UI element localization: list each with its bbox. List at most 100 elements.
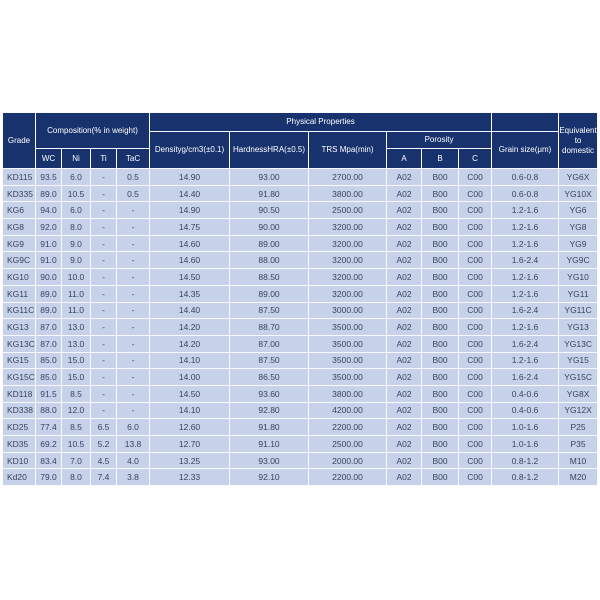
data-cell: 14.75 xyxy=(149,218,231,236)
data-cell: 6.0 xyxy=(61,201,91,220)
data-cell: 13.0 xyxy=(61,318,91,336)
data-cell: 10.0 xyxy=(61,268,91,286)
data-cell: 1.2-1.6 xyxy=(491,234,560,253)
data-cell: 7.4 xyxy=(90,468,117,487)
data-cell: C00 xyxy=(458,251,493,270)
data-cell: 14.10 xyxy=(149,401,231,420)
data-cell: - xyxy=(115,384,151,403)
table-header: Grade Composition(% in weight) Physical … xyxy=(2,112,599,169)
data-cell: A02 xyxy=(386,234,423,253)
data-cell: YG9 xyxy=(558,234,599,253)
data-cell: C00 xyxy=(458,184,493,203)
data-cell: 93.60 xyxy=(229,384,310,403)
data-cell: M10 xyxy=(558,451,599,470)
data-cell: - xyxy=(90,351,117,370)
data-cell: C00 xyxy=(458,451,493,470)
table-row: KG10 90.0 10.0- -14.50 88.50 3200.00 A02 B00 C00… xyxy=(2,268,599,286)
data-cell: 14.00 xyxy=(149,368,231,386)
data-cell: B00 xyxy=(421,234,460,253)
data-cell: C00 xyxy=(458,268,493,286)
header-ti: Ti xyxy=(90,148,117,169)
header-hardness: HardnessHRA(±0.5) xyxy=(229,131,310,169)
header-equivalent: Equivalent to domestic xyxy=(558,112,599,169)
data-cell: 14.40 xyxy=(149,184,231,203)
data-cell: 88.00 xyxy=(229,251,310,270)
data-cell: B00 xyxy=(421,184,460,203)
data-cell: C00 xyxy=(458,301,493,320)
data-cell: 91.0 xyxy=(35,234,62,253)
table-row: KG11 89.0 11.0- -14.35 89.00 3200.00 A02 B00 C00… xyxy=(2,284,599,303)
grade-cell: KG8 xyxy=(2,218,36,236)
data-cell: 89.0 xyxy=(35,301,62,320)
data-cell: - xyxy=(90,384,117,403)
data-cell: 91.5 xyxy=(35,384,62,403)
data-cell: M20 xyxy=(558,468,599,487)
data-cell: C00 xyxy=(458,234,493,253)
grade-cell: KG9 xyxy=(2,234,36,253)
data-cell: 2500.00 xyxy=(308,435,388,453)
data-cell: - xyxy=(90,218,117,236)
data-cell: B00 xyxy=(421,334,460,353)
data-cell: 2200.00 xyxy=(308,468,388,487)
data-cell: B00 xyxy=(421,435,460,453)
data-cell: B00 xyxy=(421,284,460,303)
data-cell: 13.0 xyxy=(61,334,91,353)
data-cell: - xyxy=(115,368,151,386)
table-body: KD115 93.5 6.0-0.5 14.90 93.00 2700.00 A02 B00 C… xyxy=(2,168,599,487)
data-cell: P35 xyxy=(558,435,599,453)
data-cell: 12.33 xyxy=(149,468,231,487)
table-row: KG13C 87.0 13.0- -14.20 87.00 3500.00 A02 B00 C0… xyxy=(2,334,599,353)
data-cell: 0.5 xyxy=(115,168,151,186)
grade-cell: KD25 xyxy=(2,418,36,436)
data-cell: C00 xyxy=(458,201,493,220)
table-row: KD35 69.2 10.5 5.2 13.8 12.70 91.10 2500.00 A02 B… xyxy=(2,435,599,453)
data-cell: 92.10 xyxy=(229,468,310,487)
data-cell: B00 xyxy=(421,384,460,403)
data-cell: - xyxy=(115,334,151,353)
grade-cell: KD338 xyxy=(2,401,36,420)
data-cell: A02 xyxy=(386,268,423,286)
data-cell: 3500.00 xyxy=(308,351,388,370)
data-cell: 5.2 xyxy=(90,435,117,453)
data-cell: 1.2-1.6 xyxy=(491,218,560,236)
header-trs: TRS Mpa(min) xyxy=(308,131,388,169)
data-cell: 1.2-1.6 xyxy=(491,318,560,336)
data-cell: 2700.00 xyxy=(308,168,388,186)
data-cell: 1.6-2.4 xyxy=(491,301,560,320)
data-cell: A02 xyxy=(386,368,423,386)
header-density: Densityg/cm3(±0.1) xyxy=(149,131,231,169)
data-cell: A02 xyxy=(386,218,423,236)
data-cell: 89.00 xyxy=(229,284,310,303)
data-cell: - xyxy=(115,351,151,370)
data-cell: - xyxy=(90,168,117,186)
data-cell: YG10X xyxy=(558,184,599,203)
data-cell: 3200.00 xyxy=(308,251,388,270)
data-cell: 90.50 xyxy=(229,201,310,220)
data-cell: - xyxy=(90,268,117,286)
data-cell: YG8 xyxy=(558,218,599,236)
data-cell: 14.90 xyxy=(149,201,231,220)
data-cell: A02 xyxy=(386,301,423,320)
data-cell: 2000.00 xyxy=(308,451,388,470)
data-cell: 3500.00 xyxy=(308,318,388,336)
data-cell: B00 xyxy=(421,251,460,270)
data-cell: 1.6-2.4 xyxy=(491,368,560,386)
data-cell: 93.00 xyxy=(229,451,310,470)
data-cell: 14.90 xyxy=(149,168,231,186)
data-cell: 87.50 xyxy=(229,301,310,320)
data-cell: 4200.00 xyxy=(308,401,388,420)
header-row-1: Grade Composition(% in weight) Physical … xyxy=(2,112,599,169)
data-cell: - xyxy=(90,251,117,270)
data-cell: 8.0 xyxy=(61,468,91,487)
data-cell: 90.0 xyxy=(35,268,62,286)
data-cell: - xyxy=(115,284,151,303)
grade-cell: KD118 xyxy=(2,384,36,403)
data-cell: 10.5 xyxy=(61,435,91,453)
data-cell: YG15 xyxy=(558,351,599,370)
data-cell: A02 xyxy=(386,184,423,203)
data-cell: 14.60 xyxy=(149,234,231,253)
data-cell: B00 xyxy=(421,318,460,336)
data-cell: 0.4-0.6 xyxy=(491,384,560,403)
data-cell: 2500.00 xyxy=(308,201,388,220)
